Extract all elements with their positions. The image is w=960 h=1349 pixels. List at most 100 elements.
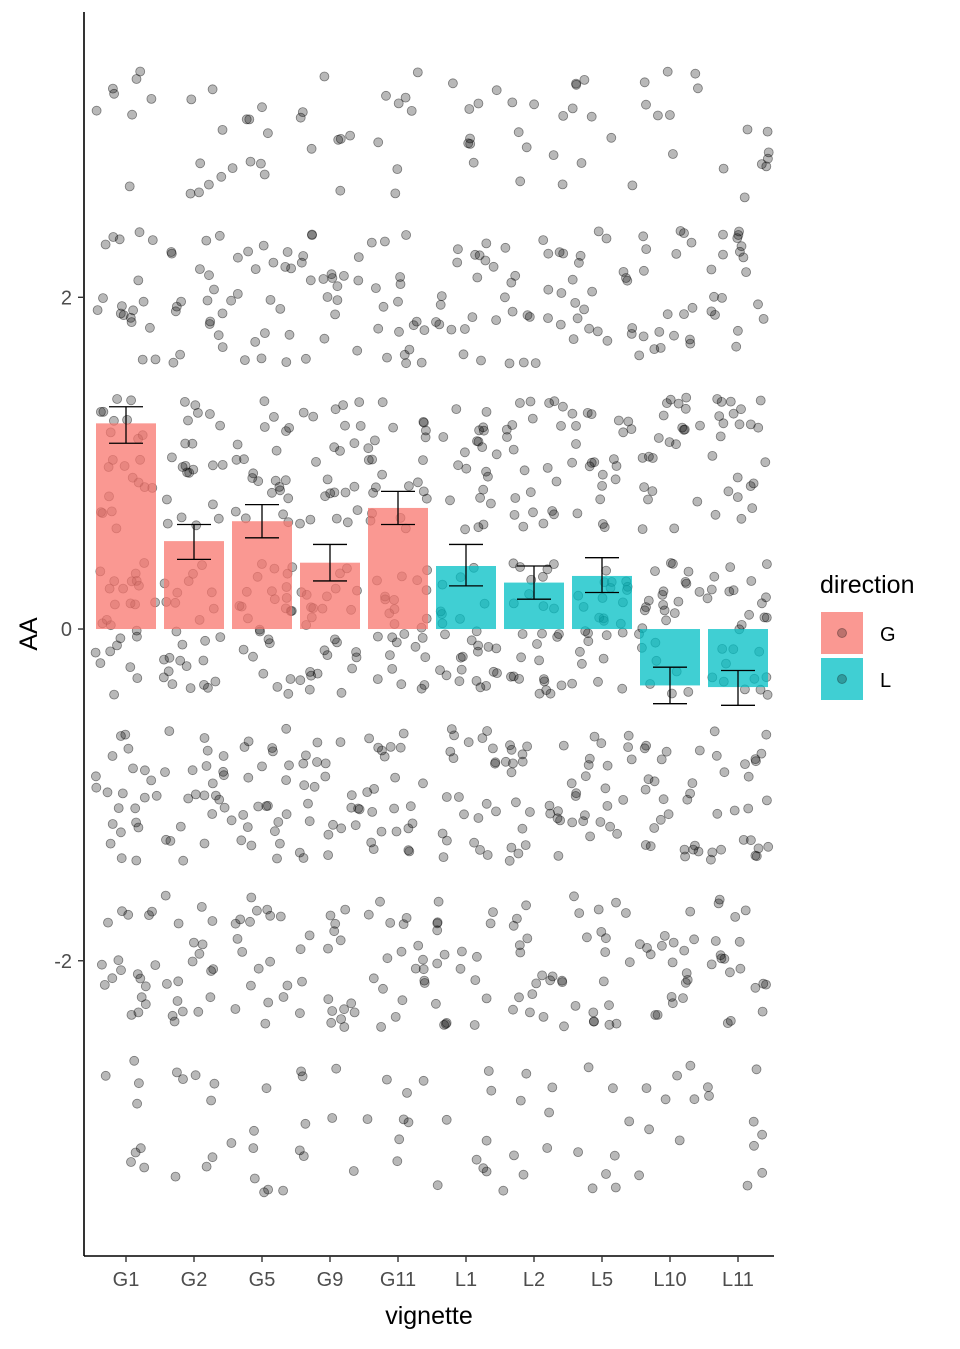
data-point <box>542 1143 553 1153</box>
data-point <box>412 477 423 488</box>
data-point <box>218 766 229 777</box>
data-point <box>116 965 126 976</box>
data-point <box>521 1068 532 1079</box>
data-point <box>751 1064 762 1075</box>
data-point <box>238 644 249 655</box>
data-point <box>567 274 578 285</box>
data-point <box>658 410 669 421</box>
data-point <box>215 632 226 642</box>
data-point <box>305 667 316 677</box>
data-point <box>693 83 703 94</box>
data-point <box>304 930 315 941</box>
data-point <box>418 486 429 497</box>
data-point <box>258 240 269 251</box>
data-point <box>133 275 144 286</box>
data-point <box>741 267 751 278</box>
data-point <box>509 510 520 520</box>
data-point <box>133 822 144 833</box>
data-point <box>463 737 474 748</box>
data-point <box>164 652 175 663</box>
data-point <box>272 853 282 864</box>
data-point <box>611 897 621 908</box>
data-point <box>394 326 404 337</box>
data-point <box>416 683 427 694</box>
data-point <box>140 999 151 1010</box>
data-point <box>595 494 606 505</box>
data-point <box>518 1169 529 1180</box>
data-point <box>178 1074 188 1084</box>
data-point <box>249 1173 260 1184</box>
data-point <box>532 639 542 649</box>
data-point <box>253 801 264 812</box>
data-point <box>404 846 415 857</box>
legend-point-icon <box>837 628 847 638</box>
data-point <box>683 566 694 577</box>
data-point <box>645 841 656 852</box>
data-point <box>319 71 330 82</box>
y-tick-label: 0 <box>61 619 72 641</box>
data-point <box>584 323 594 334</box>
data-point <box>140 981 151 992</box>
data-point <box>181 661 192 671</box>
data-point <box>265 294 276 305</box>
data-point <box>735 963 746 974</box>
data-point <box>715 431 726 442</box>
data-point <box>163 666 174 677</box>
data-point <box>447 78 458 89</box>
data-point <box>166 248 177 259</box>
data-point <box>399 629 410 639</box>
data-point <box>410 641 421 652</box>
data-point <box>763 841 774 852</box>
x-tick-label: L1 <box>455 1269 477 1291</box>
bar-g11 <box>368 507 428 630</box>
data-point <box>725 562 736 572</box>
data-point <box>126 395 137 406</box>
data-point <box>757 1006 768 1017</box>
data-point <box>703 1082 713 1093</box>
data-point <box>326 269 337 280</box>
data-point <box>393 98 404 109</box>
data-point <box>259 1187 270 1198</box>
data-point <box>432 1180 443 1191</box>
data-point <box>531 978 542 989</box>
data-point <box>602 760 613 771</box>
data-point <box>733 325 743 336</box>
data-point <box>508 558 519 569</box>
data-point <box>455 963 466 974</box>
data-point <box>667 688 677 699</box>
data-point <box>136 992 147 1003</box>
data-point <box>746 835 756 846</box>
data-point <box>478 425 489 436</box>
data-point <box>662 398 672 409</box>
x-tick-label: G9 <box>317 1269 344 1291</box>
data-point <box>300 1118 311 1129</box>
data-point <box>441 792 452 802</box>
data-point <box>577 658 587 669</box>
data-point <box>349 481 360 492</box>
data-point <box>326 1017 337 1028</box>
data-point <box>618 795 629 805</box>
data-point <box>295 518 305 529</box>
data-point <box>226 1138 237 1148</box>
data-point <box>139 765 150 776</box>
data-point <box>402 1088 412 1098</box>
data-point <box>663 809 674 820</box>
data-point <box>260 1018 271 1029</box>
data-point <box>762 795 772 806</box>
data-point <box>350 820 361 831</box>
data-point <box>245 916 255 927</box>
data-point <box>207 778 218 789</box>
legend-swatch <box>821 658 863 700</box>
data-point <box>725 1016 736 1026</box>
data-point <box>719 953 730 964</box>
data-point <box>351 647 362 657</box>
data-point <box>672 1070 682 1081</box>
x-axis-title: vignette <box>385 1302 473 1330</box>
data-point <box>661 615 671 626</box>
data-point <box>538 571 548 582</box>
data-point <box>308 411 319 422</box>
data-point <box>582 407 593 418</box>
data-point <box>453 792 464 802</box>
data-point <box>306 670 317 681</box>
data-point <box>571 788 582 799</box>
